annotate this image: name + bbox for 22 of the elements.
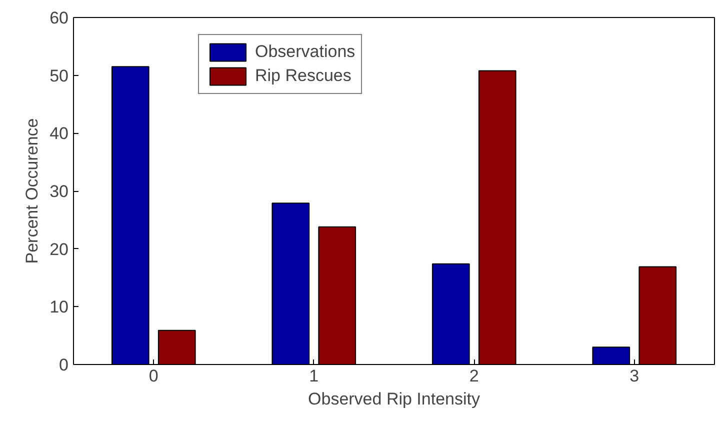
bar [272,202,310,364]
legend-label: Observations [255,42,356,62]
x-axis-title: Observed Rip Intensity [308,390,480,408]
bar [318,226,356,364]
bar [638,266,677,364]
x-tick-label: 2 [469,366,479,386]
y-tick-label: 30 [50,182,69,201]
y-tick-label: 60 [50,8,69,28]
bar [158,330,196,364]
bar [478,70,516,364]
bar [592,346,630,364]
y-axis-title: Percent Occurence [22,118,42,264]
y-tick-label: 10 [50,298,69,317]
x-tick-label: 0 [148,366,158,386]
y-tick-label: 50 [50,66,69,86]
x-tick-label: 1 [309,366,319,386]
bar [111,66,150,364]
x-tick-label: 3 [630,366,640,386]
bar [432,263,470,364]
legend-label: Rip Rescues [255,66,352,86]
y-tick-label: 20 [50,240,69,259]
y-tick-label: 40 [50,124,69,144]
